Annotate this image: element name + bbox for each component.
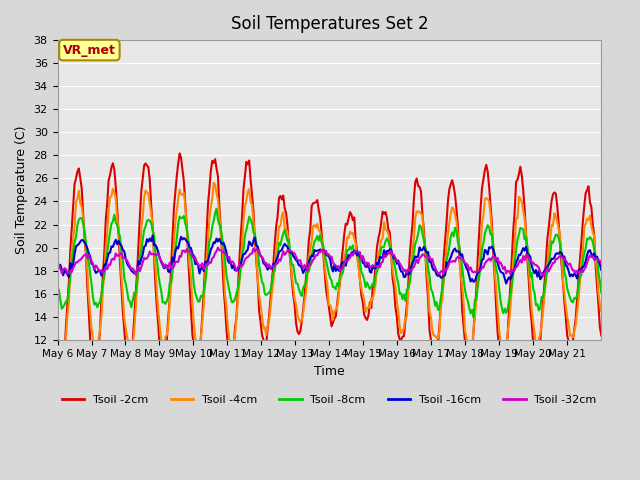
X-axis label: Time: Time — [314, 365, 345, 378]
Tsoil -2cm — [336, 279, 344, 285]
Tsoil -4cm — [596, 302, 604, 308]
Tsoil -8cm — [596, 278, 604, 284]
Tsoil -4cm — [210, 180, 218, 186]
Tsoil -8cm — [597, 290, 605, 296]
Y-axis label: Soil Temperature (C): Soil Temperature (C) — [15, 126, 28, 254]
Line: Tsoil -4cm: Tsoil -4cm — [58, 183, 601, 357]
Tsoil -8cm — [89, 295, 97, 301]
Tsoil -32cm — [54, 259, 61, 264]
Tsoil -8cm — [72, 234, 80, 240]
Tsoil -16cm — [72, 243, 80, 249]
Tsoil -8cm — [54, 285, 61, 291]
Tsoil -32cm — [540, 273, 547, 279]
Tsoil -16cm — [443, 259, 451, 265]
Tsoil -2cm — [89, 362, 97, 368]
Tsoil -16cm — [525, 252, 532, 258]
Tsoil -16cm — [149, 233, 157, 239]
Line: Tsoil -32cm: Tsoil -32cm — [58, 248, 601, 276]
Tsoil -16cm — [596, 262, 604, 267]
Title: Soil Temperatures Set 2: Soil Temperatures Set 2 — [230, 15, 428, 33]
Tsoil -8cm — [212, 206, 220, 212]
Tsoil -4cm — [597, 308, 605, 314]
Tsoil -32cm — [524, 252, 531, 258]
Tsoil -8cm — [443, 258, 451, 264]
Tsoil -2cm — [54, 350, 61, 356]
Tsoil -8cm — [525, 252, 532, 258]
Tsoil -2cm — [91, 372, 99, 378]
Tsoil -2cm — [176, 151, 184, 156]
Tsoil -8cm — [470, 314, 477, 320]
Line: Tsoil -16cm: Tsoil -16cm — [58, 236, 601, 284]
Line: Tsoil -8cm: Tsoil -8cm — [58, 209, 601, 317]
Tsoil -4cm — [89, 337, 97, 343]
Tsoil -32cm — [335, 263, 342, 269]
Tsoil -32cm — [443, 267, 451, 273]
Tsoil -2cm — [596, 324, 604, 330]
Text: VR_met: VR_met — [63, 44, 116, 57]
Tsoil -4cm — [92, 354, 100, 360]
Tsoil -4cm — [525, 268, 532, 274]
Tsoil -32cm — [597, 260, 605, 266]
Tsoil -32cm — [214, 245, 222, 251]
Tsoil -2cm — [597, 333, 605, 338]
Tsoil -16cm — [89, 261, 97, 267]
Tsoil -4cm — [444, 231, 452, 237]
Legend: Tsoil -2cm, Tsoil -4cm, Tsoil -8cm, Tsoil -16cm, Tsoil -32cm: Tsoil -2cm, Tsoil -4cm, Tsoil -8cm, Tsoi… — [58, 390, 601, 409]
Tsoil -16cm — [597, 267, 605, 273]
Tsoil -2cm — [444, 198, 452, 204]
Tsoil -16cm — [335, 268, 342, 274]
Tsoil -2cm — [525, 279, 532, 285]
Tsoil -16cm — [54, 260, 61, 265]
Tsoil -4cm — [54, 331, 61, 336]
Line: Tsoil -2cm: Tsoil -2cm — [58, 154, 601, 375]
Tsoil -4cm — [72, 199, 80, 205]
Tsoil -4cm — [336, 277, 344, 283]
Tsoil -2cm — [72, 176, 80, 181]
Tsoil -16cm — [502, 281, 510, 287]
Tsoil -32cm — [596, 258, 604, 264]
Tsoil -32cm — [72, 259, 80, 265]
Tsoil -32cm — [89, 262, 97, 267]
Tsoil -8cm — [335, 283, 342, 289]
